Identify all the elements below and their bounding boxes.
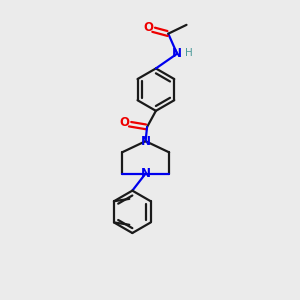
Text: N: N [172,47,182,60]
Text: O: O [119,116,129,129]
Text: H: H [185,48,193,58]
Text: N: N [141,167,151,180]
Text: N: N [141,135,151,148]
Text: O: O [143,21,154,34]
